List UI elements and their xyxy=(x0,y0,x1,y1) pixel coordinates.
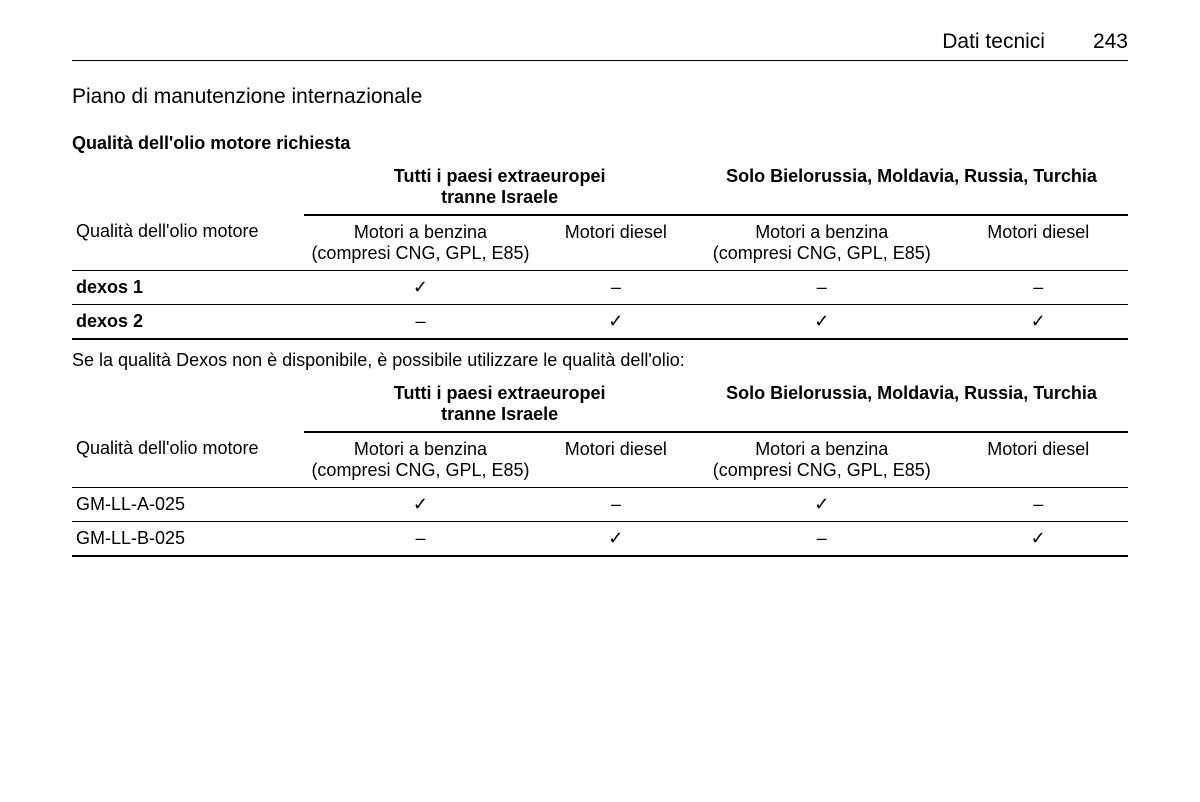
page-header: Dati tecnici 243 xyxy=(72,30,1128,54)
table2-sub-col3: Motori a benzina (compresi CNG, GPL, E85… xyxy=(695,432,948,488)
table1-sub-col2: Motori diesel xyxy=(537,215,695,271)
table2-sub-row: Qualità dell'olio motore Motori a benzin… xyxy=(72,432,1128,488)
table2-row1-label: GM-LL-B-025 xyxy=(72,522,304,557)
table2-sub-col3-l1: Motori a benzina xyxy=(699,439,944,460)
header-page-number: 243 xyxy=(1093,30,1128,54)
table1-row1-c3: ✓ xyxy=(695,305,948,340)
oil-quality-table-1: Tutti i paesi extraeuropei tranne Israel… xyxy=(72,160,1128,340)
table1-sub-col1-l1: Motori a benzina xyxy=(308,222,532,243)
intertext: Se la qualità Dexos non è disponibile, è… xyxy=(72,350,1128,371)
table2-row0-c4: – xyxy=(948,488,1128,522)
table1-row0-c3: – xyxy=(695,271,948,305)
table2-group1-line2: tranne Israele xyxy=(308,404,691,425)
table1-sub-col3-l2: (compresi CNG, GPL, E85) xyxy=(699,243,944,264)
table1-sub-col1-l2: (compresi CNG, GPL, E85) xyxy=(308,243,532,264)
table2-sub-col3-l2: (compresi CNG, GPL, E85) xyxy=(699,460,944,481)
table2-sub-col0: Qualità dell'olio motore xyxy=(72,432,304,488)
table-row: dexos 2 – ✓ ✓ ✓ xyxy=(72,305,1128,340)
table2-row0-label: GM-LL-A-025 xyxy=(72,488,304,522)
table2-sub-col1-l1: Motori a benzina xyxy=(308,439,532,460)
oil-quality-table-2: Tutti i paesi extraeuropei tranne Israel… xyxy=(72,377,1128,557)
table1-group1-line1: Tutti i paesi extraeuropei xyxy=(308,166,691,187)
table2-row1-c3: – xyxy=(695,522,948,557)
table1-group-spacer xyxy=(72,160,304,215)
table2-group1: Tutti i paesi extraeuropei tranne Israel… xyxy=(304,377,695,432)
table2-row0-c1: ✓ xyxy=(304,488,536,522)
table1-row0-c1: ✓ xyxy=(304,271,536,305)
table2-row1-c2: ✓ xyxy=(537,522,695,557)
table2-sub-col2: Motori diesel xyxy=(537,432,695,488)
table1-sub-col0: Qualità dell'olio motore xyxy=(72,215,304,271)
header-title: Dati tecnici xyxy=(942,30,1045,54)
table1-row1-c2: ✓ xyxy=(537,305,695,340)
table2-group2: Solo Bielorussia, Moldavia, Russia, Turc… xyxy=(695,377,1128,432)
table2-sub-col1: Motori a benzina (compresi CNG, GPL, E85… xyxy=(304,432,536,488)
table2-sub-col1-l2: (compresi CNG, GPL, E85) xyxy=(308,460,532,481)
table1-group2: Solo Bielorussia, Moldavia, Russia, Turc… xyxy=(695,160,1128,215)
table1-group1-line2: tranne Israele xyxy=(308,187,691,208)
table2-group-row: Tutti i paesi extraeuropei tranne Israel… xyxy=(72,377,1128,432)
table-row: GM-LL-B-025 – ✓ – ✓ xyxy=(72,522,1128,557)
section-title: Piano di manutenzione internazionale xyxy=(72,85,1128,109)
table1-sub-col4: Motori diesel xyxy=(948,215,1128,271)
table-row: dexos 1 ✓ – – – xyxy=(72,271,1128,305)
table1-sub-col1: Motori a benzina (compresi CNG, GPL, E85… xyxy=(304,215,536,271)
table1-subtitle: Qualità dell'olio motore richiesta xyxy=(72,133,1128,154)
table1-row0-c2: – xyxy=(537,271,695,305)
table1-row0-label: dexos 1 xyxy=(72,271,304,305)
table2-sub-col4: Motori diesel xyxy=(948,432,1128,488)
table1-group1: Tutti i paesi extraeuropei tranne Israel… xyxy=(304,160,695,215)
table2-row0-c2: – xyxy=(537,488,695,522)
table2-group-spacer xyxy=(72,377,304,432)
table2-group1-line1: Tutti i paesi extraeuropei xyxy=(308,383,691,404)
table1-group-row: Tutti i paesi extraeuropei tranne Israel… xyxy=(72,160,1128,215)
table-row: GM-LL-A-025 ✓ – ✓ – xyxy=(72,488,1128,522)
table1-row0-c4: – xyxy=(948,271,1128,305)
table2-row1-c4: ✓ xyxy=(948,522,1128,557)
header-rule xyxy=(72,60,1128,61)
table2-row0-c3: ✓ xyxy=(695,488,948,522)
table1-row1-c4: ✓ xyxy=(948,305,1128,340)
table1-sub-col3: Motori a benzina (compresi CNG, GPL, E85… xyxy=(695,215,948,271)
table1-row1-c1: – xyxy=(304,305,536,340)
table2-row1-c1: – xyxy=(304,522,536,557)
table1-sub-col3-l1: Motori a benzina xyxy=(699,222,944,243)
table1-sub-row: Qualità dell'olio motore Motori a benzin… xyxy=(72,215,1128,271)
table1-row1-label: dexos 2 xyxy=(72,305,304,340)
